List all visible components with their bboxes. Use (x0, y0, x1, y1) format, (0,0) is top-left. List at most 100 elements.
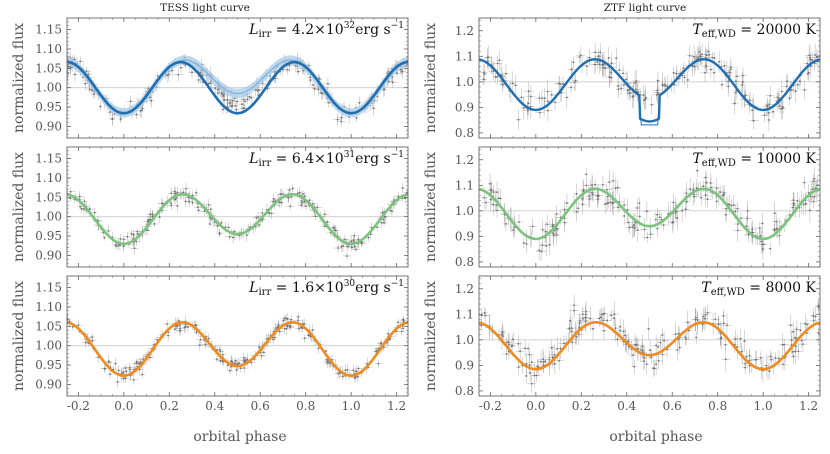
data-point (197, 79, 200, 81)
data-point (498, 59, 501, 62)
data-point (813, 177, 816, 180)
data-point (501, 330, 504, 333)
data-point (195, 331, 198, 334)
data-point (158, 216, 161, 218)
data-point (754, 358, 757, 361)
data-point (775, 220, 778, 223)
data-point (612, 180, 615, 182)
data-point (558, 359, 561, 362)
data-point (594, 183, 597, 186)
data-point (122, 371, 125, 374)
annotation-symbol: L (248, 22, 258, 38)
model-uncertainty-band (67, 55, 408, 118)
y-tick-label: 0.90 (35, 377, 62, 391)
data-point (380, 221, 383, 224)
data-point (195, 192, 197, 194)
data-point (573, 81, 576, 84)
data-point (780, 90, 783, 93)
data-point (287, 196, 290, 199)
data-point (317, 88, 320, 91)
y-tick-label: 0.90 (35, 119, 62, 133)
data-point (653, 367, 656, 370)
data-point (761, 222, 764, 225)
data-point (795, 328, 798, 331)
data-point (203, 210, 206, 213)
data-point (177, 73, 180, 76)
data-point (698, 51, 701, 53)
data-point (638, 215, 641, 218)
data-point (277, 324, 280, 326)
data-point (505, 223, 507, 225)
data-point (662, 224, 665, 226)
y-tick-label: 1.05 (35, 190, 62, 204)
data-point (282, 193, 284, 195)
data-point (628, 226, 631, 229)
data-point (617, 206, 619, 209)
data-point (551, 225, 554, 228)
data-point (353, 234, 356, 237)
data-point (496, 62, 499, 65)
panel-ztf-1: 0.8 0.9 1.0 1.1 1.2 normalized flux Teff,WD = … (423, 17, 821, 140)
data-point (228, 235, 231, 238)
annotation-exponent: 31 (344, 150, 355, 160)
data-point (695, 187, 698, 190)
data-point (297, 319, 299, 322)
y-tick-label: 1.15 (35, 23, 62, 37)
y-tick-label: 0.95 (35, 358, 62, 372)
data-point (244, 359, 247, 362)
data-point (772, 110, 775, 113)
data-point (286, 69, 289, 71)
data-point (596, 198, 599, 201)
data-point (356, 375, 359, 378)
data-point (558, 83, 561, 85)
data-points (480, 164, 820, 261)
data-point (695, 336, 698, 339)
data-point (499, 197, 502, 200)
data-point (194, 324, 197, 326)
data-point (780, 107, 783, 110)
y-tick-label: 1.00 (35, 210, 62, 224)
data-point (643, 228, 646, 231)
data-point (255, 217, 258, 219)
data-point (74, 73, 76, 76)
data-point (153, 223, 156, 225)
data-point (786, 80, 789, 83)
data-point (601, 183, 604, 186)
data-point (722, 193, 725, 196)
data-point (762, 243, 765, 246)
data-point (229, 369, 231, 372)
data-point (375, 350, 377, 353)
annotation-unit: erg s (355, 280, 391, 296)
data-point (263, 351, 265, 354)
data-point (326, 221, 329, 223)
data-point (596, 194, 599, 197)
y-tick-label: 0.9 (455, 100, 474, 114)
data-point (794, 350, 797, 353)
data-point (745, 225, 748, 227)
data-point (525, 243, 528, 245)
data-point (297, 70, 300, 73)
panel-tess-2: 0.90 0.95 1.00 1.05 1.10 1.15 normalized flux L… (11, 146, 409, 268)
data-point (617, 85, 620, 87)
data-point (563, 221, 566, 224)
data-point (311, 202, 314, 205)
data-point (406, 191, 408, 194)
data-point (546, 90, 549, 93)
data-point (137, 233, 139, 235)
data-point (715, 200, 718, 203)
data-point (151, 213, 154, 216)
data-point (346, 255, 348, 257)
data-point (387, 332, 390, 335)
data-point (236, 100, 238, 103)
data-point (350, 246, 353, 249)
data-point (324, 350, 327, 352)
data-point (191, 201, 194, 204)
data-point (337, 247, 340, 249)
data-point (496, 191, 498, 193)
data-point (357, 367, 360, 370)
data-point (685, 200, 688, 203)
annotation-symbol: L (248, 280, 258, 296)
data-point (689, 188, 692, 190)
data-point (613, 317, 615, 320)
data-point (770, 358, 773, 361)
